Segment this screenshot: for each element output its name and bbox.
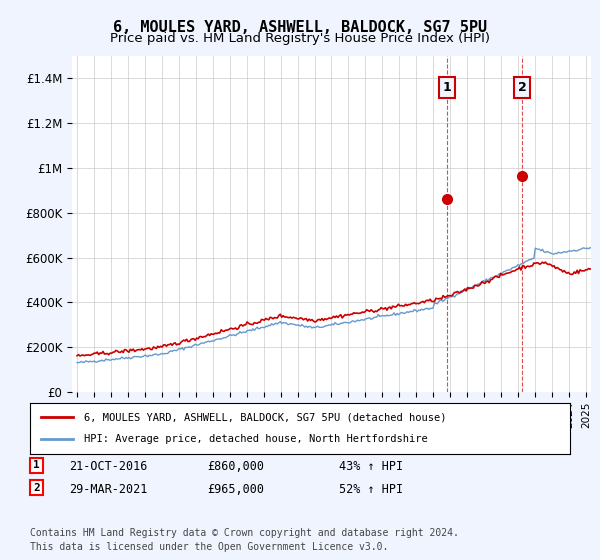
Text: 6, MOULES YARD, ASHWELL, BALDOCK, SG7 5PU (detached house): 6, MOULES YARD, ASHWELL, BALDOCK, SG7 5P… [84, 412, 446, 422]
Text: 1: 1 [33, 460, 40, 470]
Text: Price paid vs. HM Land Registry's House Price Index (HPI): Price paid vs. HM Land Registry's House … [110, 32, 490, 45]
Text: 6, MOULES YARD, ASHWELL, BALDOCK, SG7 5PU: 6, MOULES YARD, ASHWELL, BALDOCK, SG7 5P… [113, 20, 487, 35]
Text: 52% ↑ HPI: 52% ↑ HPI [339, 483, 403, 496]
Text: HPI: Average price, detached house, North Hertfordshire: HPI: Average price, detached house, Nort… [84, 435, 428, 445]
Text: 2: 2 [33, 483, 40, 493]
Text: 2: 2 [518, 81, 527, 94]
Text: 29-MAR-2021: 29-MAR-2021 [69, 483, 148, 496]
Text: Contains HM Land Registry data © Crown copyright and database right 2024.: Contains HM Land Registry data © Crown c… [30, 528, 459, 538]
Text: 1: 1 [442, 81, 451, 94]
Text: £965,000: £965,000 [207, 483, 264, 496]
Text: 43% ↑ HPI: 43% ↑ HPI [339, 460, 403, 473]
Text: This data is licensed under the Open Government Licence v3.0.: This data is licensed under the Open Gov… [30, 542, 388, 552]
Text: £860,000: £860,000 [207, 460, 264, 473]
Text: 21-OCT-2016: 21-OCT-2016 [69, 460, 148, 473]
